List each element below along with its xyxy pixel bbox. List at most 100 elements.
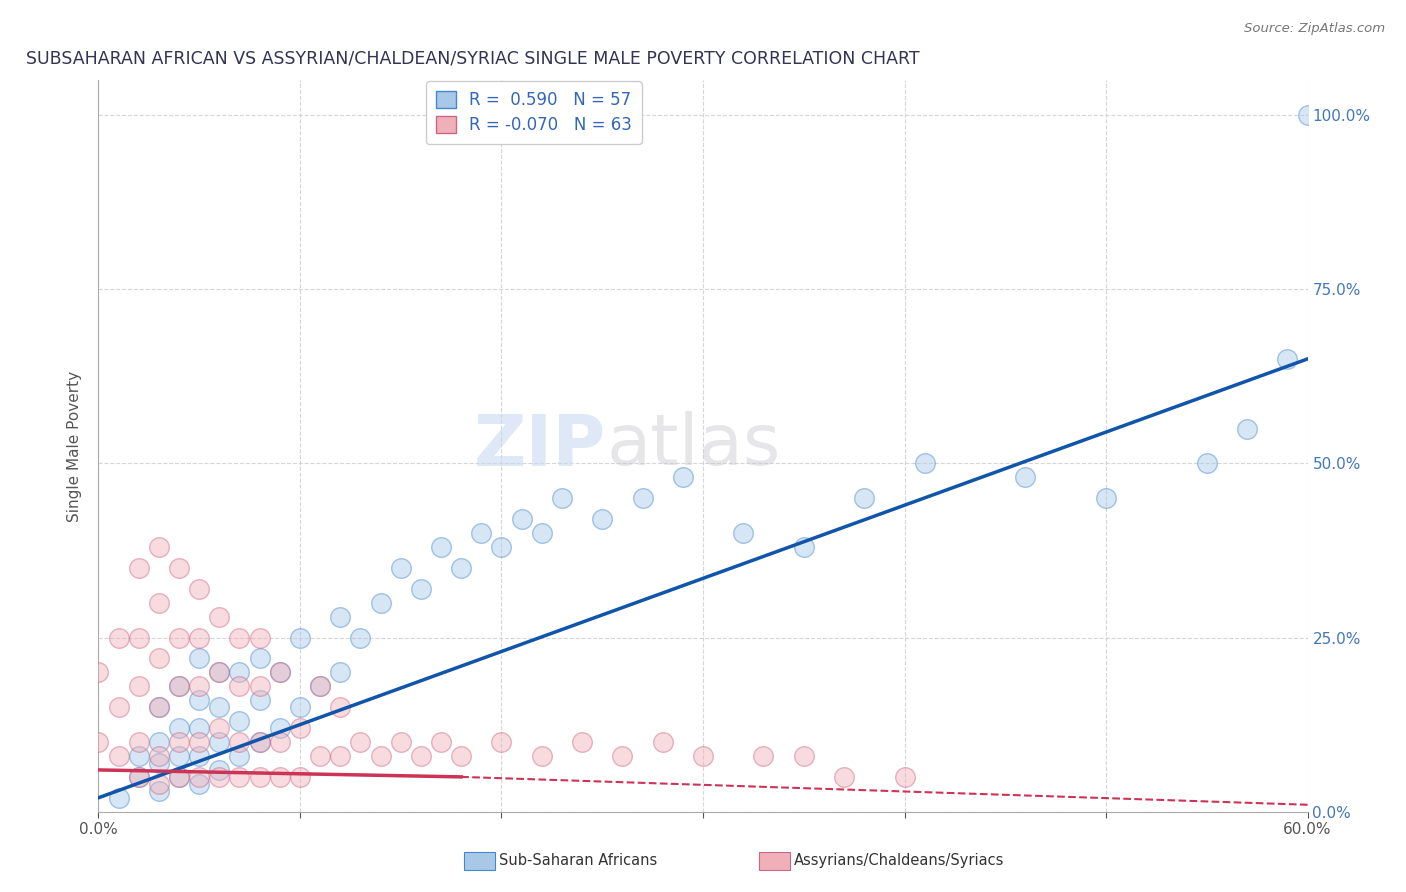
Point	[228, 749, 250, 764]
Point	[208, 735, 231, 749]
Point	[148, 735, 170, 749]
Point	[107, 790, 129, 805]
Point	[793, 749, 815, 764]
Point	[672, 470, 695, 484]
Point	[188, 770, 211, 784]
Text: ZIP: ZIP	[474, 411, 606, 481]
Point	[510, 512, 533, 526]
Point	[1014, 470, 1036, 484]
Point	[107, 700, 129, 714]
Point	[389, 561, 412, 575]
Point	[148, 700, 170, 714]
Point	[228, 665, 250, 680]
Point	[107, 631, 129, 645]
Point	[793, 540, 815, 554]
Point	[167, 721, 190, 735]
Text: atlas: atlas	[606, 411, 780, 481]
Point	[228, 679, 250, 693]
Point	[269, 721, 291, 735]
Point	[167, 749, 190, 764]
Point	[167, 679, 190, 693]
Point	[612, 749, 634, 764]
Point	[228, 631, 250, 645]
Point	[167, 770, 190, 784]
Point	[309, 679, 332, 693]
Text: SUBSAHARAN AFRICAN VS ASSYRIAN/CHALDEAN/SYRIAC SINGLE MALE POVERTY CORRELATION C: SUBSAHARAN AFRICAN VS ASSYRIAN/CHALDEAN/…	[25, 50, 920, 68]
Point	[249, 735, 271, 749]
Point	[208, 665, 231, 680]
Point	[188, 777, 211, 791]
Point	[107, 749, 129, 764]
Point	[288, 721, 311, 735]
Point	[228, 770, 250, 784]
Point	[1296, 108, 1319, 122]
Point	[249, 770, 271, 784]
Point	[148, 749, 170, 764]
Point	[349, 631, 371, 645]
Point	[188, 749, 211, 764]
Point	[591, 512, 613, 526]
Legend: R =  0.590   N = 57, R = -0.070   N = 63: R = 0.590 N = 57, R = -0.070 N = 63	[426, 81, 641, 145]
Point	[349, 735, 371, 749]
Point	[1195, 457, 1218, 471]
Point	[269, 735, 291, 749]
Point	[430, 540, 453, 554]
Point	[87, 735, 110, 749]
Point	[249, 679, 271, 693]
Point	[188, 735, 211, 749]
Point	[491, 540, 513, 554]
Point	[208, 770, 231, 784]
Point	[128, 735, 150, 749]
Point	[128, 679, 150, 693]
Point	[148, 777, 170, 791]
Point	[128, 631, 150, 645]
Point	[309, 749, 332, 764]
Point	[651, 735, 673, 749]
Text: Source: ZipAtlas.com: Source: ZipAtlas.com	[1244, 22, 1385, 36]
Point	[148, 700, 170, 714]
Point	[167, 770, 190, 784]
Point	[148, 540, 170, 554]
Point	[752, 749, 775, 764]
Point	[551, 491, 574, 506]
Point	[188, 721, 211, 735]
Point	[87, 665, 110, 680]
Point	[1236, 421, 1258, 435]
Point	[208, 763, 231, 777]
Point	[128, 770, 150, 784]
Point	[329, 749, 352, 764]
Point	[530, 526, 553, 541]
Point	[148, 651, 170, 665]
Point	[269, 665, 291, 680]
Point	[208, 721, 231, 735]
Point	[914, 457, 936, 471]
Point	[1095, 491, 1118, 506]
Point	[128, 770, 150, 784]
Point	[430, 735, 453, 749]
Point	[128, 749, 150, 764]
Point	[571, 735, 593, 749]
Point	[409, 749, 432, 764]
Point	[228, 714, 250, 728]
Point	[329, 609, 352, 624]
Point	[389, 735, 412, 749]
Point	[832, 770, 855, 784]
Point	[188, 582, 211, 596]
Point	[309, 679, 332, 693]
Point	[409, 582, 432, 596]
Point	[148, 784, 170, 798]
Point	[249, 735, 271, 749]
Point	[208, 665, 231, 680]
Point	[188, 693, 211, 707]
Point	[450, 561, 472, 575]
Point	[148, 756, 170, 770]
Point	[491, 735, 513, 749]
Point	[370, 596, 392, 610]
Point	[167, 631, 190, 645]
Point	[188, 679, 211, 693]
Point	[1277, 351, 1299, 366]
Point	[733, 526, 755, 541]
Point	[370, 749, 392, 764]
Point	[631, 491, 654, 506]
Point	[269, 770, 291, 784]
